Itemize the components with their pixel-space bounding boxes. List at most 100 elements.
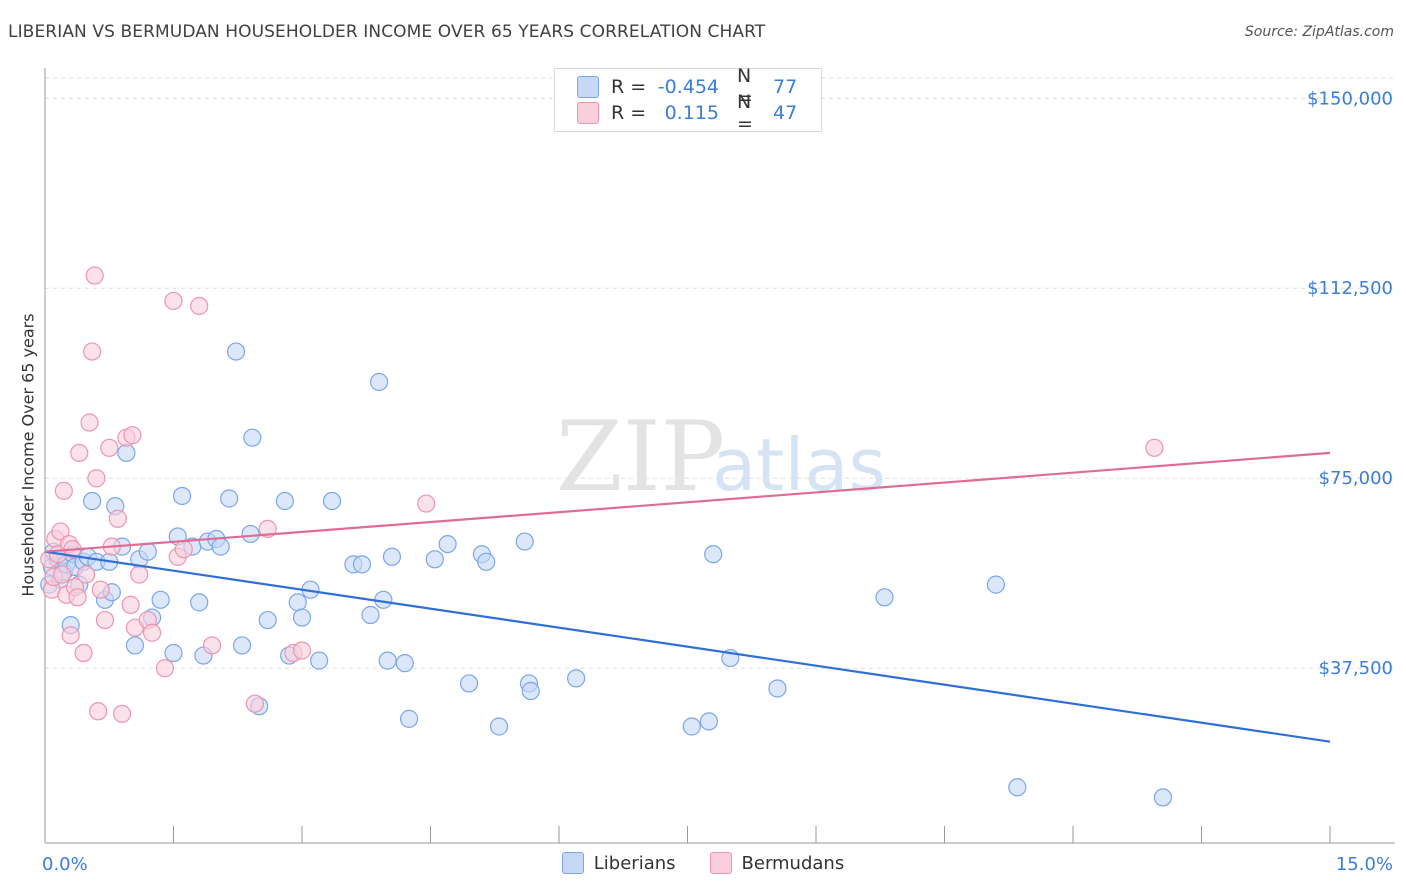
bermudan-point (95, 610, 115, 630)
liberian-point (378, 651, 397, 670)
bermudan-point (190, 296, 209, 316)
bermudan-point (89, 702, 108, 721)
liberian-point (164, 643, 183, 663)
liberian-point (459, 674, 479, 693)
liberian-point (83, 491, 102, 511)
liberian-point (275, 491, 294, 511)
liberians-trend-line (44, 550, 1331, 743)
r-value: 0.115 (664, 102, 719, 124)
bermudan-point (70, 443, 89, 463)
bermudan-point (164, 291, 183, 311)
r-value: -0.454 (657, 76, 719, 98)
bermudan-point (68, 588, 87, 607)
data-points (40, 266, 1173, 807)
bermudans-swatch (577, 102, 599, 124)
liberian-point (292, 608, 312, 627)
liberian-point (241, 524, 260, 544)
x-tick-label-right: 15.0% (1336, 854, 1393, 875)
liberian-point (425, 550, 444, 569)
bermudan-point (85, 266, 104, 285)
watermark: ZIP atlas (556, 401, 886, 513)
bermudan-point (53, 565, 72, 584)
bermudan-point (142, 623, 162, 642)
liberian-point (875, 588, 894, 607)
bermudan-point (91, 580, 110, 599)
legend-label-liberians: Liberians (593, 852, 676, 874)
tick-labels: $37,500 $75,000 $112,500 $150,000 0.0% 15.0% (42, 88, 1393, 875)
stat-row-bermudans: R = 0.115 N = 47 (577, 91, 798, 135)
correlation-stats-box: R = -0.454 N = 77 R = 0.115 N = 47 (554, 65, 822, 135)
bermudan-point (245, 694, 264, 713)
trend-lines (44, 451, 1331, 743)
liberian-point (567, 669, 586, 688)
bermudan-point (51, 522, 70, 541)
bermudan-point (155, 659, 175, 678)
liberian-point (395, 654, 414, 673)
liberian-point (489, 717, 509, 736)
r-label: R = (611, 76, 647, 98)
liberian-point (226, 342, 246, 361)
bermudans-trend-line (44, 451, 1331, 553)
bermudan-point (108, 509, 127, 528)
liberian-point (288, 593, 307, 612)
liberian-point (258, 610, 277, 630)
liberian-point (438, 534, 457, 554)
bermudan-point (100, 438, 119, 457)
stat-row-liberians: R = -0.454 N = 77 (577, 65, 798, 109)
x-tick-label-left: 0.0% (42, 854, 88, 875)
n-label: N = (737, 65, 753, 109)
r-label: R = (611, 102, 647, 124)
liberian-point (521, 681, 540, 701)
bermudan-point (123, 426, 142, 445)
legend-item-liberians[interactable]: Liberians (561, 852, 676, 874)
y-tick-label: $150,000 (1307, 88, 1393, 109)
liberian-point (232, 636, 252, 655)
bermudan-point (292, 641, 312, 660)
grid-lines (45, 77, 1395, 669)
liberian-point (117, 443, 136, 463)
liberian-point (361, 605, 380, 625)
n-value: 47 (773, 102, 798, 124)
liberian-point (322, 491, 342, 511)
bermudan-point (77, 565, 96, 584)
liberian-point (370, 372, 389, 392)
bermudan-point (112, 704, 132, 723)
liberian-point (190, 593, 209, 612)
bermudan-point (202, 636, 222, 655)
liberian-point (682, 717, 701, 736)
liberian-point (151, 590, 170, 609)
legend-label-bermudans: Bermudans (741, 852, 845, 874)
liberian-point (477, 552, 496, 571)
liberians-legend-swatch (561, 852, 584, 874)
liberian-point (211, 537, 230, 556)
liberian-point (768, 679, 787, 698)
bermudan-point (83, 342, 102, 361)
chart-title: LIBERIAN VS BERMUDAN HOUSEHOLDER INCOME … (8, 22, 766, 42)
bermudan-point (87, 469, 106, 488)
liberian-point (1153, 788, 1173, 807)
bermudan-point (130, 565, 149, 584)
watermark-zip: ZIP (556, 401, 725, 513)
source-note: Source: ZipAtlas.com (1244, 24, 1394, 40)
bermudan-point (54, 481, 73, 500)
legend: Liberians Bermudans (0, 852, 1406, 874)
bermudan-point (121, 595, 140, 614)
bermudan-point (80, 413, 99, 432)
liberian-point (352, 555, 372, 574)
y-tick-label: $37,500 (1319, 658, 1393, 679)
axes (44, 68, 1395, 844)
liberian-point (243, 428, 262, 447)
legend-item-bermudans[interactable]: Bermudans (709, 852, 845, 874)
bermudan-point (174, 540, 193, 559)
liberian-point (399, 709, 419, 728)
liberian-point (704, 545, 723, 564)
y-tick-label: $112,500 (1307, 278, 1393, 299)
liberian-point (382, 547, 402, 566)
liberian-point (699, 712, 719, 731)
n-value: 77 (773, 76, 798, 98)
bermudan-point (74, 643, 93, 663)
liberians-swatch (577, 76, 599, 98)
liberian-point (172, 486, 192, 506)
liberian-point (138, 542, 157, 561)
